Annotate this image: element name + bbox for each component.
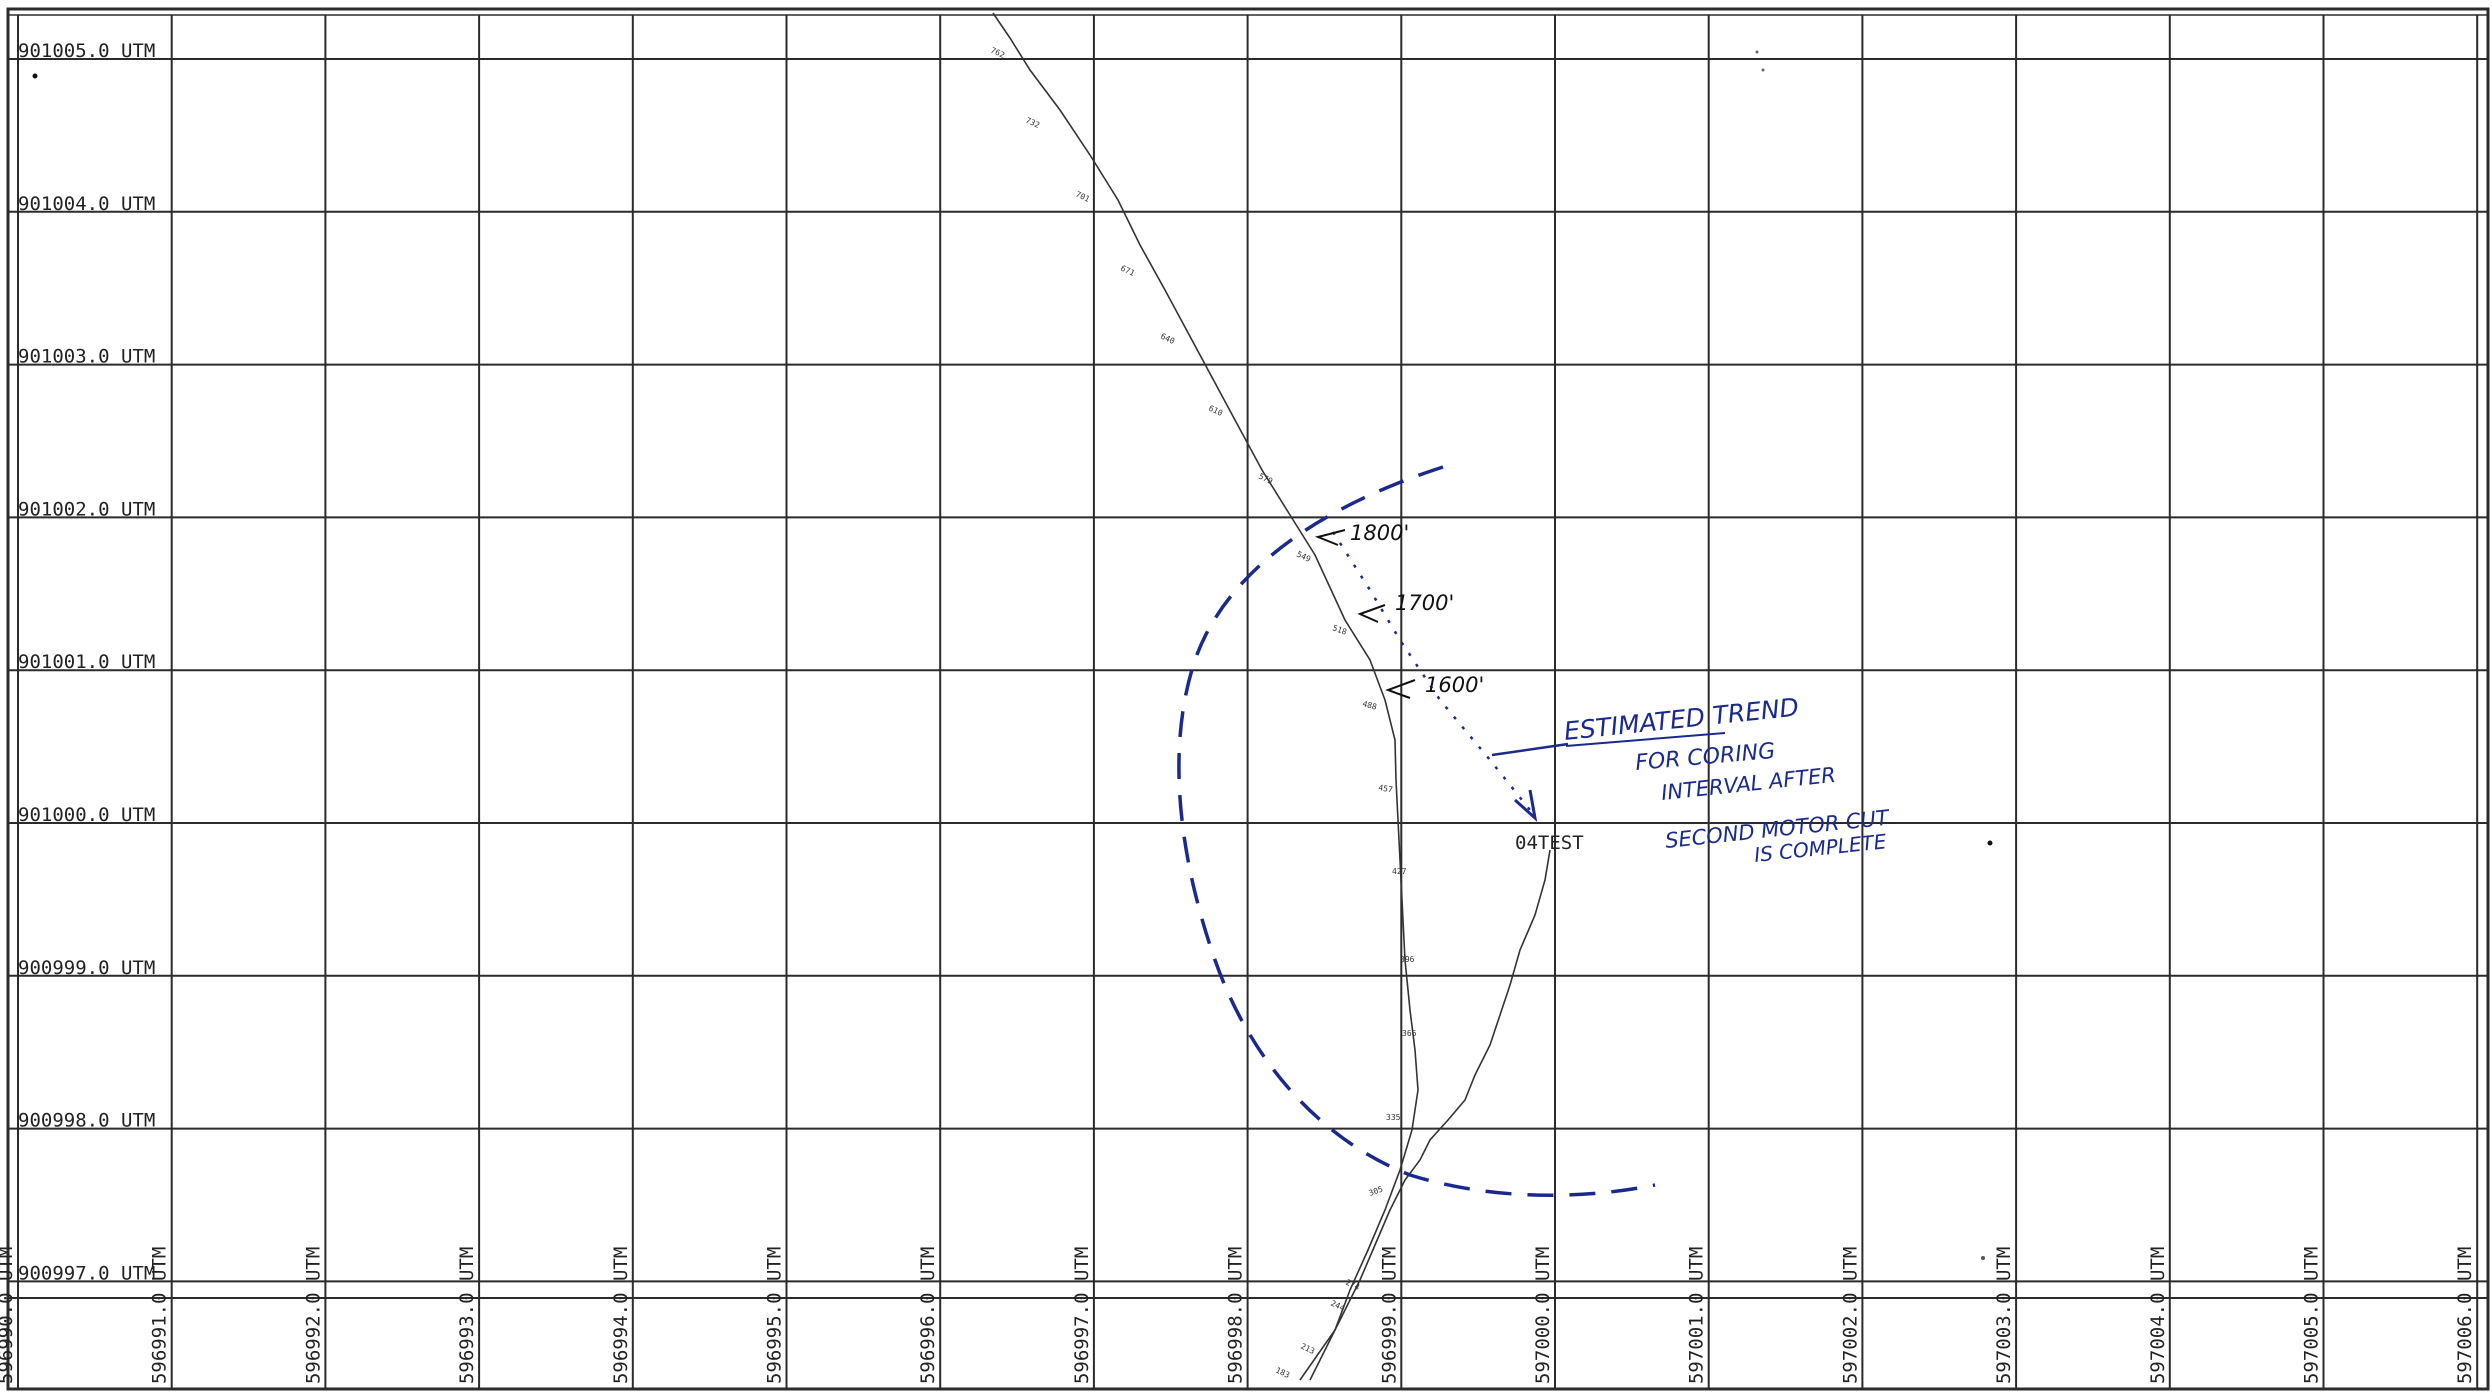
easting-label: 596992.0 UTM [302, 1247, 324, 1384]
easting-label: 596990.0 UTM [0, 1247, 17, 1384]
annotation-leader-line [1491, 742, 1569, 757]
survey-depth-label: 488 [1361, 699, 1377, 711]
easting-label: 597003.0 UTM [1993, 1247, 2015, 1384]
northing-labels: 901005.0 UTM 901004.0 UTM 901003.0 UTM 9010… [18, 40, 155, 1284]
northing-label: 901005.0 UTM [18, 40, 155, 62]
easting-label: 596995.0 UTM [764, 1247, 786, 1384]
easting-label: 597000.0 UTM [1532, 1247, 1554, 1384]
survey-depth-label: 335 [1386, 1113, 1401, 1122]
depth-mark-1700: 1700' [1395, 591, 1454, 615]
well-trajectory-main [992, 12, 1419, 1381]
survey-depth-label: 427 [1392, 867, 1407, 876]
northing-label: 901000.0 UTM [18, 804, 155, 826]
well-name-label: 04TEST [1515, 832, 1584, 854]
depth-mark-1800: 1800' [1350, 521, 1409, 545]
easting-label: 596996.0 UTM [917, 1247, 939, 1384]
northing-label: 900998.0 UTM [18, 1110, 155, 1132]
well-trajectory-branch [1309, 849, 1551, 1381]
northing-label: 900997.0 UTM [18, 1262, 155, 1284]
easting-label: 596993.0 UTM [456, 1247, 478, 1384]
estimated-target-circle [1177, 465, 1656, 1197]
hand-depth-marks: 1800' 1700' 1600' [1314, 521, 1484, 699]
easting-label: 597001.0 UTM [1686, 1247, 1708, 1384]
survey-depth-label: 457 [1378, 783, 1394, 794]
easting-label: 597002.0 UTM [1839, 1247, 1861, 1384]
easting-label: 596997.0 UTM [1071, 1247, 1093, 1384]
depth-mark-1600: 1600' [1425, 673, 1484, 697]
easting-label: 596998.0 UTM [1225, 1247, 1247, 1384]
utm-grid [8, 15, 2488, 1389]
northing-label: 901003.0 UTM [18, 346, 155, 368]
survey-depth-label: 396 [1400, 955, 1415, 964]
northing-label: 901002.0 UTM [18, 498, 155, 520]
northing-label: 901004.0 UTM [18, 193, 155, 215]
survey-depth-label: 366 [1402, 1029, 1417, 1038]
easting-labels: 596990.0 UTM 596991.0 UTM 596992.0 UTM 5969… [0, 1247, 2476, 1384]
northing-label: 901001.0 UTM [18, 651, 155, 673]
northing-label: 900999.0 UTM [18, 957, 155, 979]
trend-arrowhead [1513, 789, 1538, 823]
easting-label: 597006.0 UTM [2454, 1247, 2476, 1384]
easting-label: 596991.0 UTM [149, 1247, 171, 1384]
easting-label: 597005.0 UTM [2301, 1247, 2323, 1384]
easting-label: 597004.0 UTM [2147, 1247, 2169, 1384]
easting-label: 596994.0 UTM [610, 1247, 632, 1384]
easting-label: 596999.0 UTM [1378, 1247, 1400, 1384]
estimated-trend-arrow [1331, 531, 1531, 811]
